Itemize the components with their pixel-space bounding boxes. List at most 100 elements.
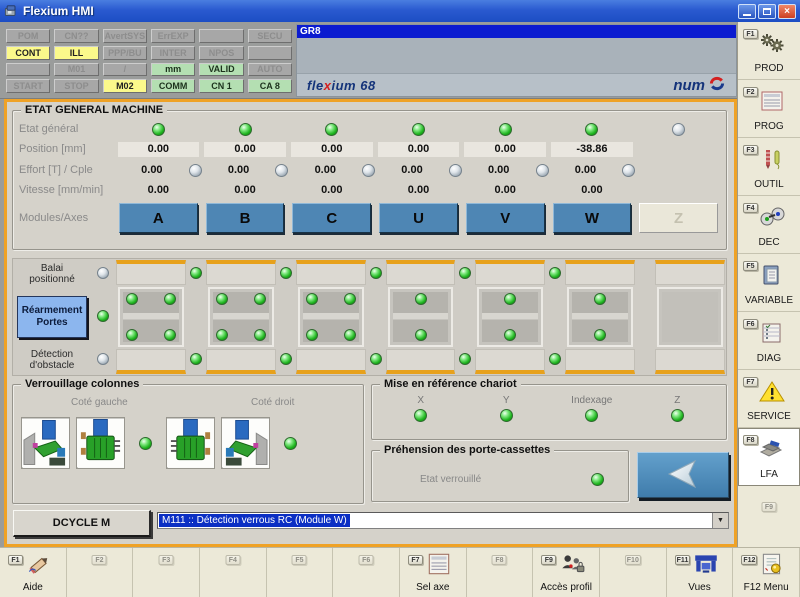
fkey-cap-F10: F10	[624, 555, 641, 565]
balai-strip-V	[475, 260, 546, 285]
function-key-F7-sel-axe[interactable]: F7 Sel axe	[400, 548, 467, 597]
dcycle-button[interactable]: DCYCLE M	[13, 510, 151, 537]
led-green	[594, 329, 607, 341]
function-key-F1-aide[interactable]: F1 Aide	[0, 548, 67, 597]
sidebar-item-variable[interactable]: F5 VARIABLE	[738, 254, 800, 312]
etat-led-cell-A	[115, 119, 202, 139]
etat-led-cell-Z	[635, 119, 722, 139]
vitesse-value-V: 0.00	[494, 184, 516, 196]
led-green	[305, 329, 318, 341]
vitesse-row-label: Vitesse [mm/min]	[19, 184, 104, 196]
close-button[interactable]: ×	[778, 3, 796, 19]
led-green	[215, 329, 228, 341]
minimize-button[interactable]	[738, 3, 756, 19]
module-axis-button-C[interactable]: C	[292, 203, 372, 233]
window-titlebar: Flexium HMI ×	[0, 0, 800, 22]
fkey-cap-F7: F7	[743, 377, 758, 387]
module-cell-C: C	[288, 199, 375, 237]
vitesse-cell-A: 0.00	[115, 181, 202, 199]
function-key-F6[interactable]: F6	[333, 548, 400, 597]
sidebar-item-outil[interactable]: F3 OUTIL	[738, 138, 800, 196]
module-axis-button-V[interactable]: V	[465, 203, 545, 233]
restore-button[interactable]	[758, 3, 776, 19]
ref-item-y: Y	[464, 395, 550, 435]
fkey-cap-F7: F7	[407, 555, 423, 565]
minimize-icon	[743, 13, 751, 16]
obstacle-strip-Z	[655, 349, 726, 374]
column-clamp-icon	[76, 417, 125, 469]
function-key-F12-f12-menu[interactable]: F12 F12 Menu	[733, 548, 800, 597]
function-key-F8[interactable]: F8	[467, 548, 534, 597]
axis-list-icon	[425, 551, 453, 582]
sidebar-menu: F1 PROD F2 PROG F3 OUTIL F4 DEC F5 VARIABLE F6 DIAG…	[737, 22, 800, 547]
ref-label-y: Y	[502, 395, 510, 406]
door-separator-2	[366, 260, 386, 374]
function-key-bar: F1 Aide F2 F3 F4 F5 F6 F7 Sel axe F8 F9 Accès profi…	[0, 547, 800, 597]
function-key-F2[interactable]: F2	[67, 548, 134, 597]
function-key-F9-acc-s-profil[interactable]: F9 Accès profil	[533, 548, 600, 597]
led-gray	[672, 122, 686, 136]
sidebar-item-label: OUTIL	[754, 179, 784, 190]
fkey-cap-F4: F4	[743, 203, 758, 213]
sidebar-item-lfa[interactable]: F8 LFA	[738, 428, 800, 486]
led-green	[163, 293, 176, 305]
status-lamp-npos: NPOS	[199, 45, 244, 60]
module-axis-button-A[interactable]: A	[119, 203, 198, 233]
module-axis-button-W[interactable]: W	[552, 203, 632, 233]
function-key-F5[interactable]: F5	[267, 548, 334, 597]
led-green	[279, 267, 292, 279]
function-key-F4[interactable]: F4	[200, 548, 267, 597]
balai-strip-Z	[655, 260, 726, 285]
module-axis-button-U[interactable]: U	[379, 203, 458, 233]
program-doc-icon	[759, 90, 785, 117]
led-green	[279, 353, 292, 365]
prehension-group: Préhension des porte-cassettes Etat verr…	[371, 444, 629, 502]
led-gray	[97, 267, 109, 279]
sidebar-item-prod[interactable]: F1 PROD	[738, 22, 800, 80]
module-axis-button-B[interactable]: B	[205, 203, 285, 233]
led-green	[499, 409, 513, 422]
led-green	[594, 293, 607, 305]
effort-value-C: 0.00	[314, 164, 336, 176]
function-key-F10[interactable]: F10	[600, 548, 667, 597]
sidebar-item-dec[interactable]: F4 DEC	[738, 196, 800, 254]
sidebar-item-label: DIAG	[756, 353, 782, 364]
status-lamp-pom: POM	[6, 29, 51, 43]
sidebar-item-prog[interactable]: F2 PROG	[738, 80, 800, 138]
effort-cell-A: 0.00	[115, 159, 202, 181]
tools-icon	[759, 148, 785, 175]
module-cell-W: W	[549, 199, 636, 237]
back-button[interactable]	[637, 452, 729, 498]
num-logo-text: num	[673, 76, 705, 94]
status-lamp-: /	[102, 62, 147, 77]
sidebar-item-diag[interactable]: F6 DIAG	[738, 312, 800, 370]
flexium-logo: flexium 68	[307, 77, 376, 93]
obstacle-strip-V	[475, 349, 546, 374]
status-lamp-grid: POM CN?? AvertSYS ErrEXP SECU CONT ILL PPP/BU IN…	[6, 29, 292, 93]
effort-value-U: 0.00	[401, 164, 423, 176]
left-lock-led	[139, 436, 152, 450]
fkey-cap-F5: F5	[291, 555, 307, 565]
position-value-A: 0.00	[117, 141, 200, 157]
sidebar-item-service[interactable]: F7 SERVICE	[738, 370, 800, 428]
led-green	[585, 122, 599, 136]
module-axis-button-Z: Z	[639, 203, 718, 233]
balai-label: Balai positionné	[29, 263, 75, 285]
message-combobox[interactable]: M111 :: Détection verrous RC (Module W) …	[157, 512, 729, 529]
sidebar-iconwrap-diag: F6	[738, 312, 800, 353]
led-gray	[362, 163, 376, 177]
led-gray	[97, 353, 109, 365]
effort-row-label: Effort [T] / Cple	[19, 164, 93, 176]
status-lamp-avertsys: AvertSYS	[102, 29, 147, 43]
door-box-A	[118, 287, 184, 347]
combobox-dropdown-button[interactable]: ▼	[712, 513, 728, 528]
vitesse-cell-B: 0.00	[202, 181, 289, 199]
function-key-F3[interactable]: F3	[133, 548, 200, 597]
views-machine-icon	[692, 551, 720, 582]
door-separator-3	[455, 260, 475, 374]
rearm-doors-button[interactable]: Réarmement Portes	[17, 296, 87, 338]
led-gray	[535, 163, 549, 177]
function-key-F11-vues[interactable]: F11 Vues	[667, 548, 734, 597]
led-green	[498, 122, 512, 136]
fkey-cap-F9: F9	[541, 555, 557, 565]
